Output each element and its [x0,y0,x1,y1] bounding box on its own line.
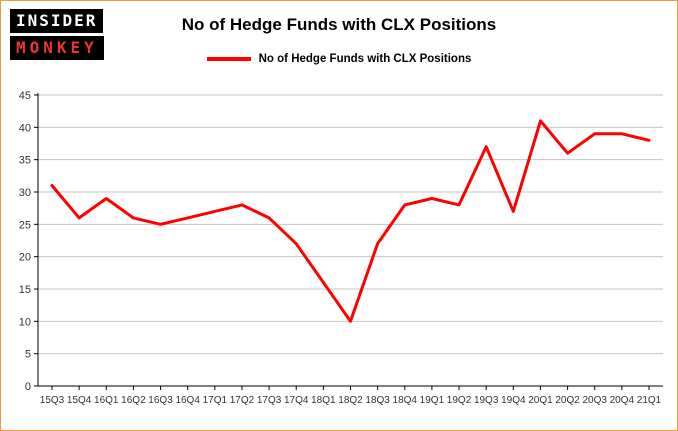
x-tick-label: 20Q1 [528,395,553,406]
y-tick-label: 15 [19,284,31,296]
x-tick-label: 18Q3 [365,395,390,406]
line-chart: 0 5 10 15 20 25 30 35 40 45 15Q3 15Q4 16Q1 16Q2 16Q3 16… [19,90,663,406]
x-tick-label: 17Q1 [203,395,228,406]
y-tick-label: 5 [25,349,31,361]
x-tick-label: 16Q4 [175,395,200,406]
y-tick-label: 45 [19,90,31,102]
y-tick-label: 40 [19,122,31,134]
x-tick-label: 16Q2 [121,395,146,406]
legend-line-swatch [206,57,251,61]
logo-monkey-text: MONKEY [10,36,104,60]
logo-insider-text: INSIDER [10,9,104,33]
x-tick-label: 18Q1 [311,395,336,406]
x-tick-label: 19Q3 [474,395,499,406]
y-tick-label: 30 [19,187,31,199]
title-block: No of Hedge Funds with CLX Positions No … [1,1,677,65]
header: INSIDER MONKEY No of Hedge Funds with CL… [1,1,677,87]
x-tick-label: 18Q4 [393,395,418,406]
y-tick-label: 35 [19,155,31,167]
legend-label: No of Hedge Funds with CLX Positions [258,53,472,65]
x-tick-label: 19Q4 [501,395,526,406]
x-tick-label: 20Q3 [582,395,607,406]
x-tick-label: 16Q3 [148,395,173,406]
x-tick-label: 19Q1 [420,395,445,406]
y-tick-label: 10 [19,316,31,328]
x-tick-label: 16Q1 [94,395,119,406]
x-tick-label: 18Q2 [338,395,363,406]
data-line [50,119,651,323]
chart-area: 0 5 10 15 20 25 30 35 40 45 15Q3 15Q4 16Q1 16Q2 16Q3 16… [1,87,677,430]
x-tick-label: 20Q2 [555,395,580,406]
x-tick-label: 17Q2 [230,395,255,406]
x-tick-label: 17Q4 [284,395,309,406]
y-tick-label: 0 [25,381,31,393]
legend: No of Hedge Funds with CLX Positions [1,53,677,65]
x-tick-label: 20Q4 [610,395,635,406]
x-tick-label: 21Q1 [637,395,662,406]
x-tick-label: 19Q2 [447,395,472,406]
y-tick-label: 20 [19,252,31,264]
y-tick-label: 25 [19,219,31,231]
x-tick-label: 17Q3 [257,395,282,406]
x-tick-label: 15Q4 [67,395,92,406]
page-title: No of Hedge Funds with CLX Positions [181,15,497,34]
x-tick-label: 15Q3 [40,395,65,406]
insider-monkey-logo: INSIDER MONKEY [10,9,104,60]
